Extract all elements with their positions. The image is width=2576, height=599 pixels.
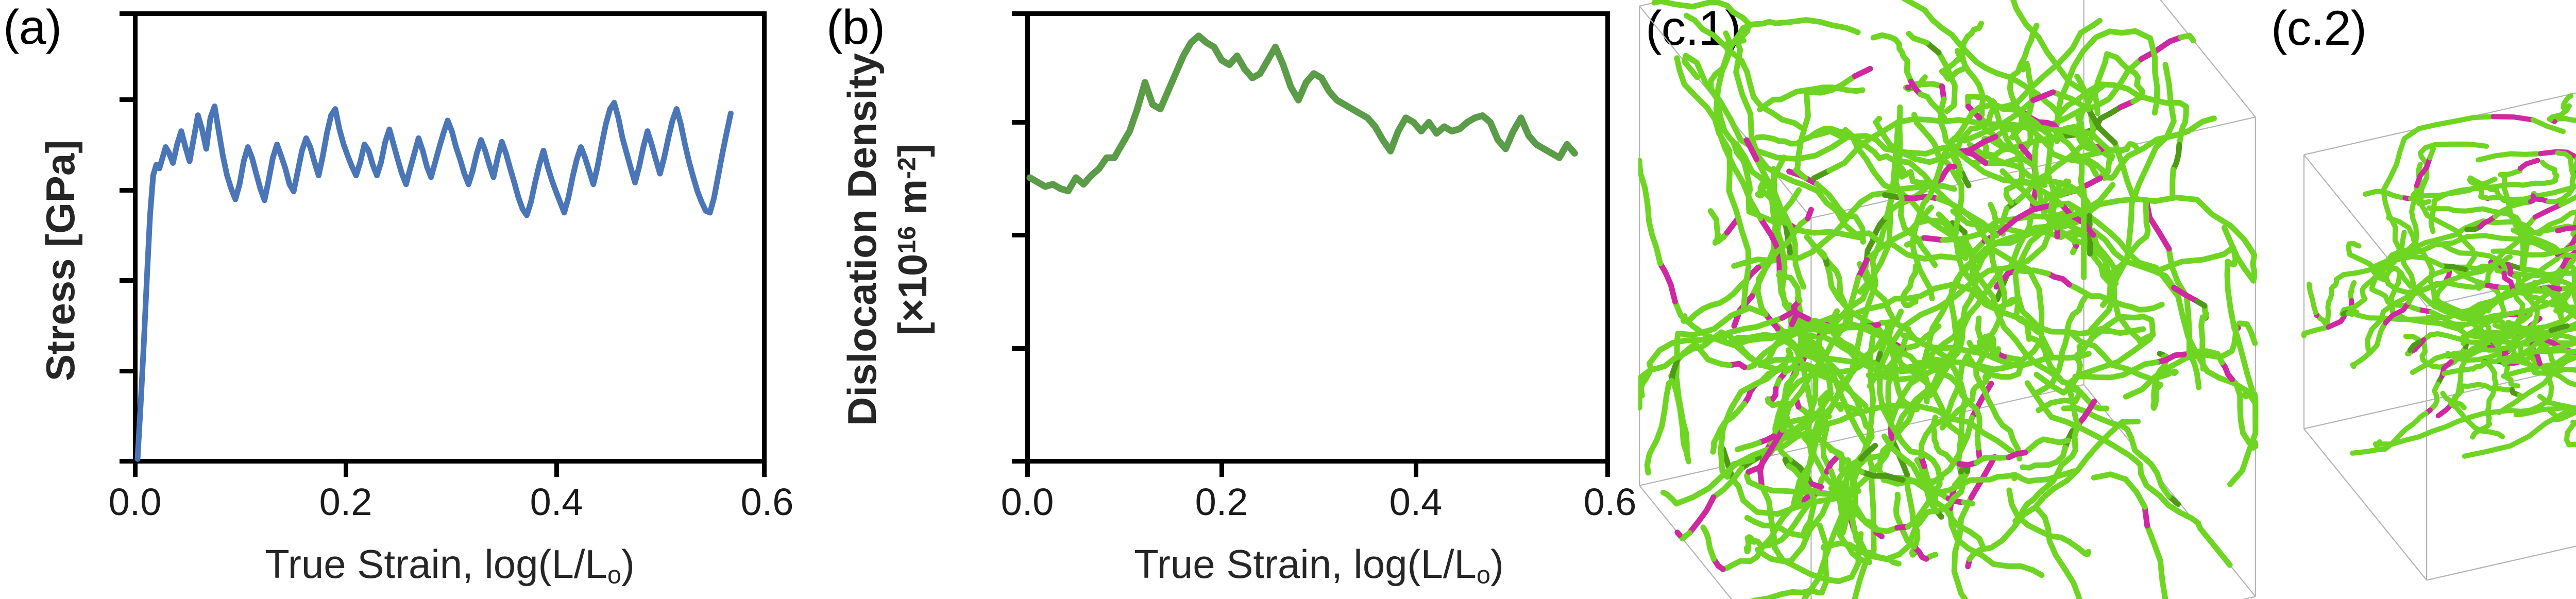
panel-b-x-axis-title-sub: o [1476, 561, 1490, 589]
panel-c2-dislocation-network [2301, 92, 2576, 581]
panel-c1-dislocation-network [1638, 0, 2259, 599]
panel-c2: (c.2) [2267, 0, 2576, 599]
panel-a: (a) Stress [GPa] 0 1 2 3 4 5 0.0 0.2 0.4… [0, 0, 824, 599]
panel-a-ytick-mark-3 [120, 188, 133, 193]
panel-b-ytick-mark-3 [1012, 120, 1025, 125]
panel-c2-label: (c.2) [2271, 1, 2367, 56]
panel-a-xtick-2: 0.4 [530, 481, 583, 523]
panel-a-xtick-1: 0.2 [319, 481, 372, 523]
panel-a-x-axis-title-prefix: True Strain, log(L/L [265, 541, 607, 587]
panel-a-xtick-mark-0 [133, 464, 138, 477]
panel-b: (b) Dislocation Density [×1016 m-2] 0.0 … [824, 0, 1638, 599]
panel-b-x-axis-title: True Strain, log(L/Lo) [1134, 544, 1504, 588]
panel-b-y-axis-unit-exp2: -2 [893, 157, 921, 179]
panel-b-y-axis-unit-suffix: ] [890, 143, 935, 157]
panel-b-x-axis-title-suffix: ) [1490, 541, 1504, 587]
panel-a-xtick-3: 0.6 [740, 481, 794, 523]
panel-a-xtick-mark-2 [554, 464, 559, 477]
panel-a-ytick-mark-0 [120, 459, 133, 464]
panel-a-ytick-mark-5 [120, 11, 133, 16]
panel-b-xtick-2: 0.4 [1389, 481, 1443, 523]
dislocation-lines [2301, 93, 2576, 459]
panel-a-xtick-0: 0.0 [108, 481, 162, 523]
panel-b-y-axis-unit-mid: m [890, 179, 935, 226]
panel-b-xtick-mark-2 [1414, 464, 1418, 477]
panel-b-xtick-3: 0.6 [1583, 481, 1637, 523]
panel-c1: (c.1) [1638, 0, 2267, 599]
panel-a-x-axis-title: True Strain, log(L/Lo) [265, 544, 635, 588]
panel-b-y-axis-unit-prefix: [×10 [890, 253, 935, 336]
panel-b-xtick-1: 0.2 [1195, 481, 1248, 523]
panel-a-ytick-mark-1 [120, 369, 133, 373]
panel-b-xtick-mark-3 [1605, 464, 1610, 477]
panel-a-plot-area [133, 11, 767, 464]
panel-b-ytick-mark-4 [1012, 11, 1025, 16]
panel-a-label: (a) [3, 0, 62, 55]
panel-b-y-axis-title-line2: [×1016 m-2] [890, 26, 935, 453]
panel-b-dislocation-density-curve [1030, 16, 1605, 459]
panel-b-xtick-mark-1 [1219, 464, 1224, 477]
panel-b-ytick-mark-2 [1012, 233, 1025, 237]
panel-a-xtick-mark-1 [344, 464, 348, 477]
dislocation-lines [1638, 0, 2259, 599]
panel-a-x-axis-title-sub: o [607, 561, 621, 589]
panel-b-y-axis-unit-exp1: 16 [893, 226, 921, 254]
panel-a-ytick-mark-4 [120, 97, 133, 102]
panel-a-ytick-mark-2 [120, 278, 133, 283]
panel-b-xtick-mark-0 [1025, 464, 1030, 477]
panel-b-label: (b) [826, 0, 885, 55]
panel-b-xtick-0: 0.0 [1001, 481, 1054, 523]
panel-a-xtick-mark-3 [762, 464, 767, 477]
panel-b-x-axis-title-prefix: True Strain, log(L/L [1134, 541, 1477, 587]
panel-b-ytick-mark-1 [1012, 346, 1025, 351]
panel-a-x-axis-title-suffix: ) [621, 541, 635, 587]
panel-b-plot-area [1025, 11, 1610, 464]
panel-b-y-axis-title-line1: Dislocation Density [839, 53, 885, 426]
panel-b-ytick-mark-0 [1012, 459, 1025, 464]
panel-a-y-axis-title: Stress [GPa] [38, 140, 83, 381]
panel-a-stress-strain-curve [138, 16, 762, 459]
